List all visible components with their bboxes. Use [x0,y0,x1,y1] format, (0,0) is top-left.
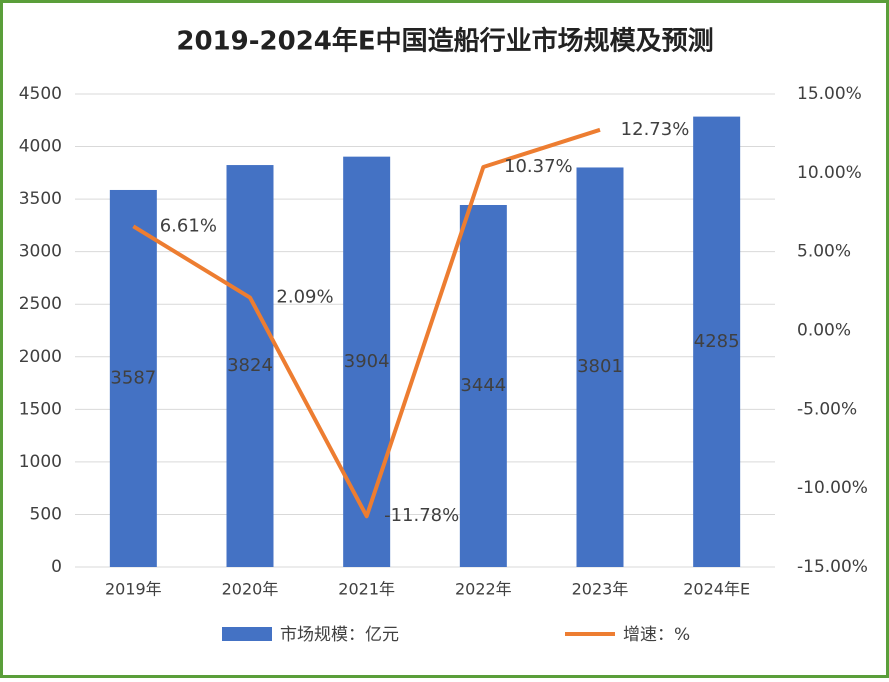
y2-tick-label: 0.00% [797,321,851,341]
bar-value-label: 3587 [110,367,156,388]
y-tick-label: 1500 [19,399,62,419]
line-value-label: -11.78% [384,505,459,526]
line-value-label: 12.73% [621,119,690,140]
y-tick-label: 0 [51,557,62,577]
x-tick-label: 2022年 [455,580,512,599]
y2-tick-label: 15.00% [797,84,862,104]
x-tick-label: 2020年 [222,580,279,599]
y2-tick-label: -15.00% [797,557,868,577]
bar-value-label: 3801 [577,356,623,377]
y2-tick-label: 10.00% [797,163,862,183]
y-tick-label: 4500 [19,84,62,104]
y-tick-label: 500 [30,504,62,524]
y2-tick-label: -10.00% [797,478,868,498]
legend-label: 市场规模：亿元 [280,625,399,645]
y-tick-label: 3000 [19,242,62,262]
bar-value-label: 3904 [344,351,390,372]
line-value-label: 6.61% [160,215,217,236]
bar [343,156,391,567]
x-tick-label: 2023年 [572,580,629,599]
y-tick-label: 2500 [19,294,62,314]
y-tick-label: 4000 [19,137,62,157]
x-tick-label: 2021年 [338,580,395,599]
bar-value-label: 3444 [460,375,506,396]
x-tick-label: 2019年 [105,580,162,599]
bar [109,189,157,568]
bar [693,116,741,568]
line-value-label: 10.37% [504,156,573,177]
bar [226,165,274,567]
y-tick-label: 2000 [19,347,62,367]
y-tick-label: 3500 [19,189,62,209]
bar-value-label: 3824 [227,355,273,376]
x-tick-label: 2024年E [683,580,750,599]
bar [576,167,624,568]
chart-title: 2019-2024年E中国造船行业市场规模及预测 [176,26,713,57]
line [132,127,601,519]
bar-value-label: 4285 [694,331,740,352]
y2-tick-label: -5.00% [797,399,857,419]
bar [459,204,507,568]
y-tick-label: 1000 [19,452,62,472]
y2-tick-label: 5.00% [797,242,851,262]
legend-label: 增速：% [623,625,690,645]
legend-swatch [222,627,272,641]
line-value-label: 2.09% [276,287,333,308]
